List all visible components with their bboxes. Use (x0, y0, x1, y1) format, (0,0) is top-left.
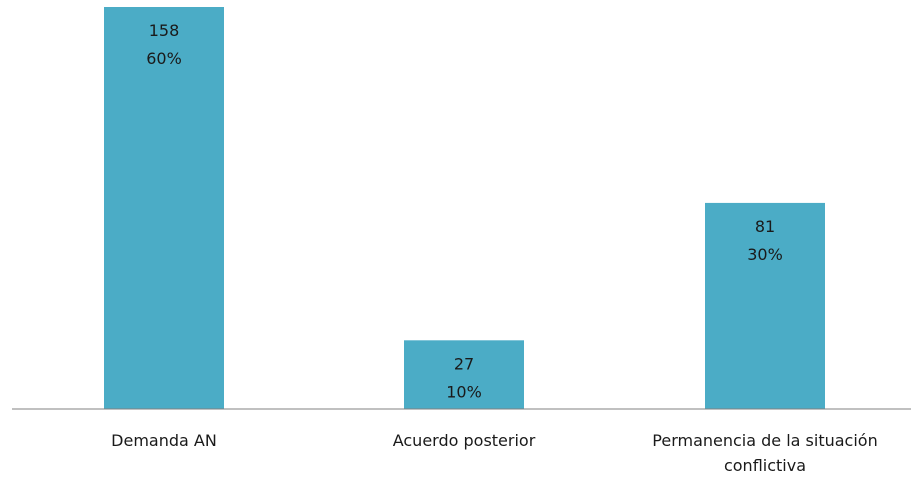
value-label-1: 27 (454, 354, 474, 373)
category-label-2-line-1: conflictiva (724, 456, 806, 475)
category-labels-layer: Demanda AN Acuerdo posterior Permanencia d… (111, 431, 878, 475)
value-label-0: 158 (149, 21, 180, 40)
percent-label-1: 10% (446, 382, 482, 401)
percent-label-2: 30% (747, 245, 783, 264)
category-label-1: Acuerdo posterior (393, 431, 536, 450)
percent-label-0: 60% (146, 49, 182, 68)
value-label-2: 81 (755, 217, 775, 236)
category-label-0: Demanda AN (111, 431, 217, 450)
bar-0 (104, 7, 224, 409)
bar-2 (705, 202, 825, 409)
data-labels-layer: 158 60% 27 10% 81 30% (146, 21, 783, 401)
bars-layer (104, 7, 825, 409)
bar-1 (404, 340, 524, 409)
category-label-2-line-0: Permanencia de la situación (652, 431, 877, 450)
